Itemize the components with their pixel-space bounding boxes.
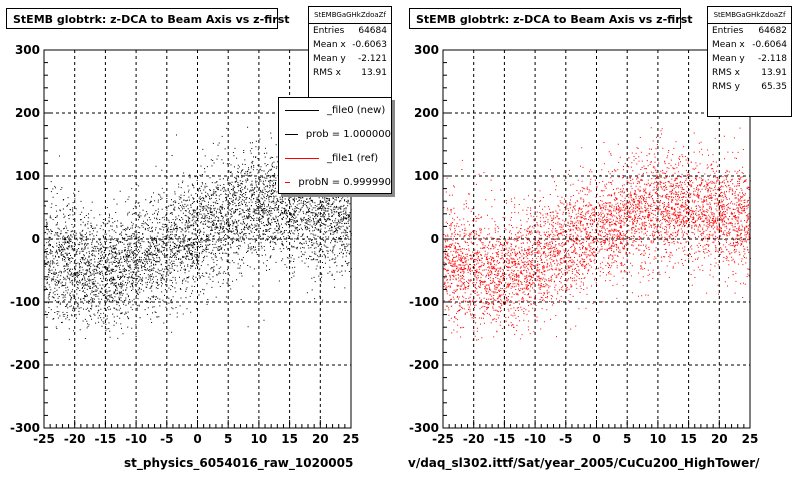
left-y-tick-label: 300	[15, 43, 40, 57]
left-x-tick-label: 10	[251, 432, 268, 446]
right-y-tick-label: 300	[414, 43, 439, 57]
stats-box-name: StEMBGaGHkZdoaZf	[708, 7, 791, 24]
right-x-tick-label: 5	[623, 432, 631, 446]
right-scatter-markers	[443, 127, 751, 341]
left-x-tick-label: 0	[193, 432, 201, 446]
legend-entry: prob = 1.000000	[279, 122, 391, 146]
stats-value: -0.6063	[352, 40, 387, 50]
stats-label: RMS x	[712, 68, 740, 78]
left-y-tick-label: -200	[10, 358, 40, 372]
right-x-tick-label: 15	[680, 432, 697, 446]
right-x-tick-label: -15	[494, 432, 516, 446]
stats-row-mean-x: Mean x -0.6064	[708, 38, 791, 52]
left-x-tick-label: -20	[64, 432, 86, 446]
right-x-tick-label: 20	[711, 432, 728, 446]
legend-line-marker	[285, 157, 319, 159]
legend-label: probN = 0.999990	[298, 176, 391, 188]
stats-label: Entries	[712, 26, 744, 36]
left-x-tick-label: 25	[343, 432, 360, 446]
legend-label: _file0 (new)	[327, 104, 386, 116]
left-y-tick-label: 0	[32, 232, 40, 246]
left-y-tick-label: -100	[10, 295, 40, 309]
stats-row-mean-y: Mean y -2.121	[309, 52, 391, 66]
left-y-tick-label: 200	[15, 106, 40, 120]
legend-entry: probN = 0.999990	[279, 170, 391, 193]
left-scatter-markers	[44, 126, 352, 341]
right-y-tick-label: -100	[409, 295, 439, 309]
stats-value: -2.121	[357, 54, 387, 64]
stats-value: 13.91	[761, 68, 787, 78]
left-x-tick-label: -15	[95, 432, 117, 446]
stats-row-mean-x: Mean x -0.6063	[309, 38, 391, 52]
stats-label: Mean x	[712, 40, 745, 50]
left-x-tick-label: -10	[125, 432, 147, 446]
stats-row-mean-y: Mean y -2.118	[708, 52, 791, 66]
right-y-tick-label: -200	[409, 358, 439, 372]
right-x-tick-label: -20	[463, 432, 485, 446]
stats-value: 13.91	[361, 68, 387, 78]
right-x-tick-label: -5	[559, 432, 572, 446]
right-y-tick-label: 0	[431, 232, 439, 246]
left-x-tick-label: -5	[160, 432, 173, 446]
stats-value: -0.6064	[752, 40, 787, 50]
left-y-tick-label: 100	[15, 169, 40, 183]
stats-value: 64682	[758, 26, 787, 36]
stats-label: RMS y	[712, 82, 740, 92]
left-plot-title: StEMB globtrk: z-DCA to Beam Axis vs z-f…	[6, 8, 290, 29]
stats-label: Mean y	[712, 54, 745, 64]
left-scatter-points	[44, 126, 352, 341]
right-plot-title: StEMB globtrk: z-DCA to Beam Axis vs z-f…	[409, 8, 693, 29]
right-scatter-points	[443, 127, 751, 341]
left-x-tick-label: 15	[281, 432, 298, 446]
stats-label: RMS x	[313, 68, 341, 78]
stats-value: 64684	[358, 26, 387, 36]
stats-label: Mean y	[313, 54, 346, 64]
left-y-tick-label: -300	[10, 421, 40, 435]
legend-label: prob = 1.000000	[305, 128, 391, 140]
left-x-tick-label: 5	[224, 432, 232, 446]
stats-row-entries: Entries 64682	[708, 24, 791, 38]
left-x-axis-label: st_physics_6054016_raw_1020005	[124, 456, 354, 470]
stats-label: Mean x	[313, 40, 346, 50]
legend-entry: _file0 (new)	[279, 98, 391, 122]
stats-value: 65.35	[761, 82, 787, 92]
stats-row-entries: Entries 64684	[309, 24, 391, 38]
stats-row-rms-y: RMS y 65.35	[708, 80, 791, 94]
legend-line-marker	[285, 181, 291, 183]
right-y-tick-label: 100	[414, 169, 439, 183]
left-stats-box: StEMBGaGHkZdoaZf Entries 64684 Mean x -0.6…	[308, 6, 392, 98]
right-x-tick-label: -25	[432, 432, 454, 446]
stats-row-rms-x: RMS x 13.91	[708, 66, 791, 80]
stats-box-name: StEMBGaGHkZdoaZf	[309, 7, 391, 24]
legend-line-marker	[285, 109, 319, 111]
left-x-tick-label: 20	[312, 432, 329, 446]
legend-entry: _file1 (ref)	[279, 146, 391, 170]
right-stats-box: StEMBGaGHkZdoaZf Entries 64682 Mean x -0.6…	[707, 6, 792, 117]
right-x-tick-label: -10	[524, 432, 546, 446]
left-legend: _file0 (new) prob = 1.000000 _file1 (ref…	[278, 97, 392, 194]
right-x-tick-label: 25	[742, 432, 759, 446]
right-y-tick-label: -300	[409, 421, 439, 435]
right-y-tick-label: 200	[414, 106, 439, 120]
right-x-tick-label: 0	[592, 432, 600, 446]
stats-value: -2.118	[757, 54, 787, 64]
left-x-tick-label: -25	[33, 432, 55, 446]
legend-line-marker	[285, 133, 298, 135]
legend-label: _file1 (ref)	[327, 152, 379, 164]
stats-label: Entries	[313, 26, 345, 36]
stats-row-rms-x: RMS x 13.91	[309, 66, 391, 80]
right-x-tick-label: 10	[650, 432, 667, 446]
right-x-axis-label: v/daq_sl302.ittf/Sat/year_2005/CuCu200_H…	[408, 456, 760, 470]
